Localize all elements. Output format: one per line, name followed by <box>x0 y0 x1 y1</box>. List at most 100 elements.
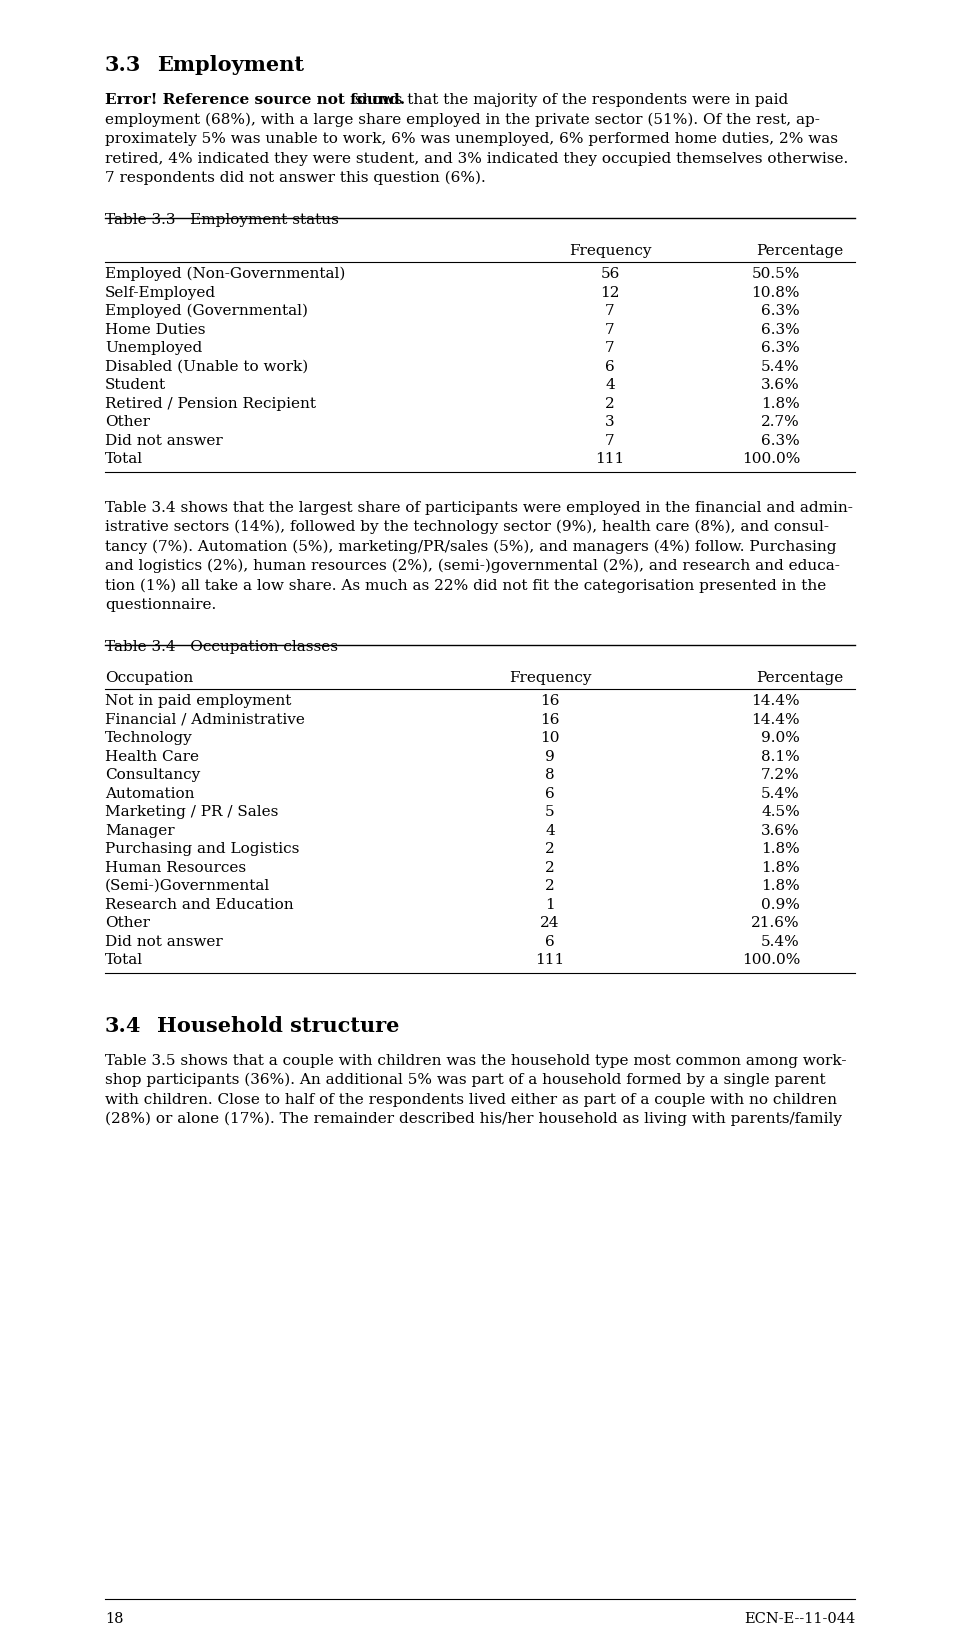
Text: 0.9%: 0.9% <box>761 897 800 911</box>
Text: Other: Other <box>105 415 150 429</box>
Text: Total: Total <box>105 952 143 967</box>
Text: (Semi-)Governmental: (Semi-)Governmental <box>105 879 271 893</box>
Text: 2: 2 <box>545 879 555 893</box>
Text: 3: 3 <box>605 415 614 429</box>
Text: shop participants (36%). An additional 5% was part of a household formed by a si: shop participants (36%). An additional 5… <box>105 1072 826 1087</box>
Text: 1.8%: 1.8% <box>761 860 800 874</box>
Text: 7: 7 <box>605 433 614 447</box>
Text: shows that the majority of the respondents were in paid: shows that the majority of the responden… <box>349 93 788 107</box>
Text: Marketing / PR / Sales: Marketing / PR / Sales <box>105 805 278 818</box>
Text: 10.8%: 10.8% <box>752 285 800 300</box>
Text: Percentage: Percentage <box>756 243 844 257</box>
Text: Student: Student <box>105 377 166 392</box>
Text: 3.3: 3.3 <box>105 56 141 75</box>
Text: Technology: Technology <box>105 731 193 744</box>
Text: 3.6%: 3.6% <box>761 377 800 392</box>
Text: 5.4%: 5.4% <box>761 359 800 374</box>
Text: ECN-E--11-044: ECN-E--11-044 <box>744 1611 855 1624</box>
Text: Did not answer: Did not answer <box>105 934 223 947</box>
Text: Total: Total <box>105 452 143 465</box>
Text: and logistics (2%), human resources (2%), (semi-)governmental (2%), and research: and logistics (2%), human resources (2%)… <box>105 559 840 574</box>
Text: Table 3.5 shows that a couple with children was the household type most common a: Table 3.5 shows that a couple with child… <box>105 1052 847 1067</box>
Text: Error! Reference source not found.: Error! Reference source not found. <box>105 93 405 107</box>
Text: Table 3.4 shows that the largest share of participants were employed in the fina: Table 3.4 shows that the largest share o… <box>105 500 852 515</box>
Text: 8: 8 <box>545 767 555 782</box>
Text: Home Duties: Home Duties <box>105 323 205 336</box>
Text: Research and Education: Research and Education <box>105 897 294 911</box>
Text: 14.4%: 14.4% <box>752 711 800 726</box>
Text: tancy (7%). Automation (5%), marketing/PR/sales (5%), and managers (4%) follow. : tancy (7%). Automation (5%), marketing/P… <box>105 539 836 554</box>
Text: 7: 7 <box>605 303 614 318</box>
Text: 111: 111 <box>595 452 625 465</box>
Text: Purchasing and Logistics: Purchasing and Logistics <box>105 841 300 856</box>
Text: 2: 2 <box>545 860 555 874</box>
Text: Health Care: Health Care <box>105 749 199 764</box>
Text: 6: 6 <box>545 787 555 800</box>
Text: Retired / Pension Recipient: Retired / Pension Recipient <box>105 397 316 410</box>
Text: 3.6%: 3.6% <box>761 823 800 838</box>
Text: Employed (Non-Governmental): Employed (Non-Governmental) <box>105 267 346 282</box>
Text: Other: Other <box>105 916 150 929</box>
Text: Employment: Employment <box>157 56 304 75</box>
Text: 2.7%: 2.7% <box>761 415 800 429</box>
Text: Self-Employed: Self-Employed <box>105 285 216 300</box>
Text: 6: 6 <box>605 359 614 374</box>
Text: 50.5%: 50.5% <box>752 267 800 280</box>
Text: Household structure: Household structure <box>157 1015 399 1034</box>
Text: questionnaire.: questionnaire. <box>105 598 216 611</box>
Text: Percentage: Percentage <box>756 670 844 683</box>
Text: Occupation: Occupation <box>105 670 193 683</box>
Text: with children. Close to half of the respondents lived either as part of a couple: with children. Close to half of the resp… <box>105 1092 837 1106</box>
Text: 6: 6 <box>545 934 555 947</box>
Text: 18: 18 <box>105 1611 124 1624</box>
Text: Consultancy: Consultancy <box>105 767 201 782</box>
Text: retired, 4% indicated they were student, and 3% indicated they occupied themselv: retired, 4% indicated they were student,… <box>105 151 849 166</box>
Text: 16: 16 <box>540 693 560 708</box>
Text: 6.3%: 6.3% <box>761 323 800 336</box>
Text: proximately 5% was unable to work, 6% was unemployed, 6% performed home duties, : proximately 5% was unable to work, 6% wa… <box>105 131 838 146</box>
Text: 4.5%: 4.5% <box>761 805 800 818</box>
Text: 8.1%: 8.1% <box>761 749 800 764</box>
Text: istrative sectors (14%), followed by the technology sector (9%), health care (8%: istrative sectors (14%), followed by the… <box>105 520 829 534</box>
Text: Financial / Administrative: Financial / Administrative <box>105 711 305 726</box>
Text: 2: 2 <box>605 397 614 410</box>
Text: 5: 5 <box>545 805 555 818</box>
Text: 5.4%: 5.4% <box>761 934 800 947</box>
Text: 1.8%: 1.8% <box>761 397 800 410</box>
Text: Automation: Automation <box>105 787 195 800</box>
Text: 7: 7 <box>605 323 614 336</box>
Text: 1.8%: 1.8% <box>761 879 800 893</box>
Text: 3.4: 3.4 <box>105 1015 141 1034</box>
Text: Frequency: Frequency <box>509 670 591 683</box>
Text: 10: 10 <box>540 731 560 744</box>
Text: 9.0%: 9.0% <box>761 731 800 744</box>
Text: 16: 16 <box>540 711 560 726</box>
Text: 4: 4 <box>605 377 614 392</box>
Text: employment (68%), with a large share employed in the private sector (51%). Of th: employment (68%), with a large share emp… <box>105 113 820 126</box>
Text: Human Resources: Human Resources <box>105 860 246 874</box>
Text: 1.8%: 1.8% <box>761 841 800 856</box>
Text: Manager: Manager <box>105 823 175 838</box>
Text: 6.3%: 6.3% <box>761 433 800 447</box>
Text: 2: 2 <box>545 841 555 856</box>
Text: 14.4%: 14.4% <box>752 693 800 708</box>
Text: Disabled (Unable to work): Disabled (Unable to work) <box>105 359 308 374</box>
Text: 100.0%: 100.0% <box>742 952 800 967</box>
Text: 12: 12 <box>600 285 620 300</box>
Text: 56: 56 <box>600 267 620 280</box>
Text: 5.4%: 5.4% <box>761 787 800 800</box>
Text: 6.3%: 6.3% <box>761 341 800 354</box>
Text: Frequency: Frequency <box>568 243 651 257</box>
Text: 100.0%: 100.0% <box>742 452 800 465</box>
Text: 6.3%: 6.3% <box>761 303 800 318</box>
Text: 7 respondents did not answer this question (6%).: 7 respondents did not answer this questi… <box>105 170 486 185</box>
Text: Not in paid employment: Not in paid employment <box>105 693 292 708</box>
Text: Unemployed: Unemployed <box>105 341 203 354</box>
Text: Table 3.3   Employment status: Table 3.3 Employment status <box>105 213 339 226</box>
Text: tion (1%) all take a low share. As much as 22% did not fit the categorisation pr: tion (1%) all take a low share. As much … <box>105 579 827 593</box>
Text: 4: 4 <box>545 823 555 838</box>
Text: 1: 1 <box>545 897 555 911</box>
Text: 9: 9 <box>545 749 555 764</box>
Text: Table 3.4   Occupation classes: Table 3.4 Occupation classes <box>105 639 338 652</box>
Text: Employed (Governmental): Employed (Governmental) <box>105 303 308 318</box>
